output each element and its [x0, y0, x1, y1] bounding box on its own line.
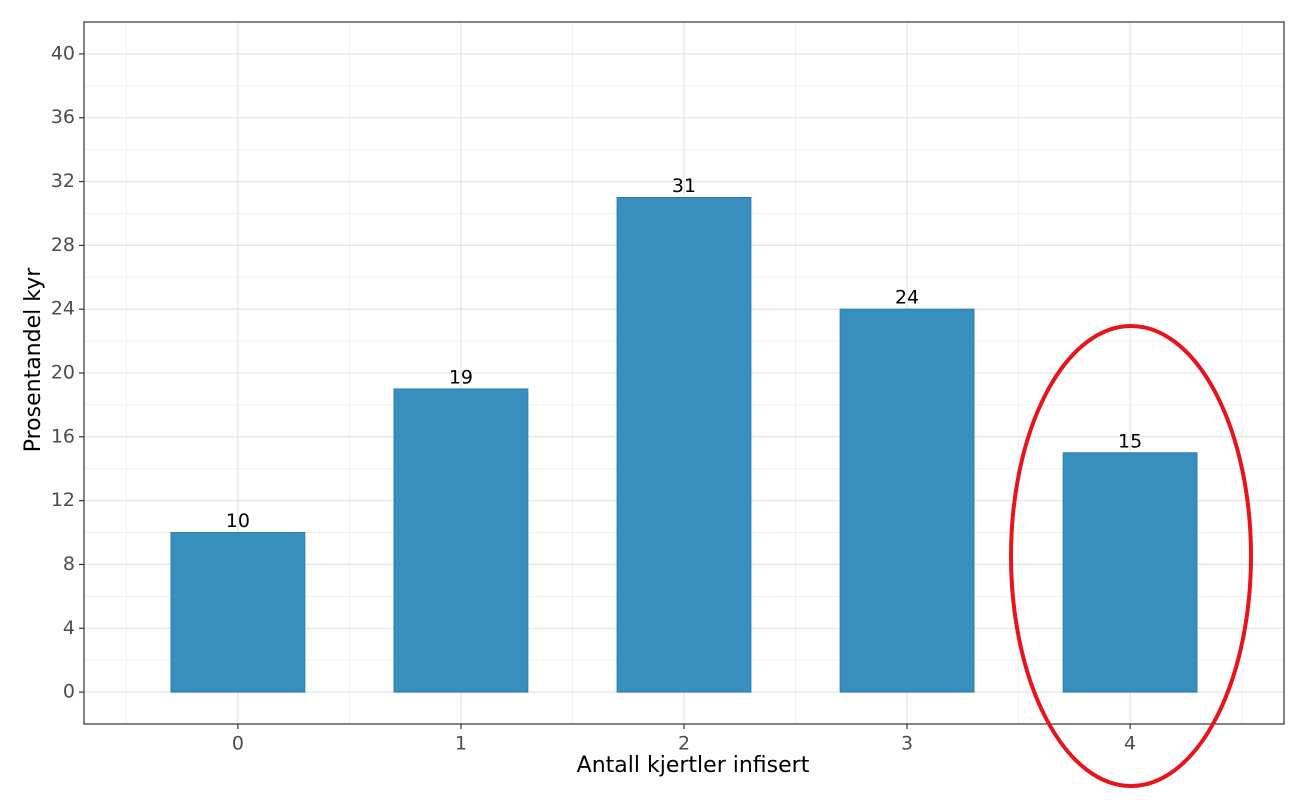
y-tick-label: 8: [63, 553, 75, 575]
bar: [1062, 452, 1198, 693]
bar: [393, 388, 529, 693]
x-axis-title: Antall kjertler infisert: [577, 753, 810, 778]
value-label: 15: [1118, 430, 1142, 452]
bar: [839, 308, 975, 693]
bar: [170, 532, 306, 693]
bar: [616, 197, 752, 693]
x-tick-label: 2: [678, 733, 690, 755]
y-tick-label: 0: [63, 681, 75, 703]
marks: 10 19 31 24 15: [170, 175, 1198, 693]
value-label: 31: [672, 175, 696, 197]
y-tick-label: 40: [51, 42, 75, 64]
x-tick-label: 3: [901, 733, 913, 755]
x-tick-label: 0: [232, 733, 244, 755]
value-label: 10: [226, 510, 250, 532]
y-tick-label: 36: [51, 106, 75, 128]
highlight-ellipse: [1009, 324, 1253, 788]
y-tick-label: 28: [51, 234, 75, 256]
y-axis-title: Prosentandel kyr: [21, 267, 46, 452]
y-tick-label: 4: [63, 617, 75, 639]
y-tick-label: 20: [51, 362, 75, 384]
y-tick-label: 12: [51, 489, 75, 511]
x-tick-label: 1: [455, 733, 467, 755]
y-tick-label: 32: [51, 170, 75, 192]
value-label: 19: [449, 366, 473, 388]
y-tick-label: 16: [51, 425, 75, 447]
value-label: 24: [895, 287, 919, 309]
y-tick-label: 24: [51, 298, 75, 320]
x-tick-label: 4: [1124, 733, 1136, 755]
